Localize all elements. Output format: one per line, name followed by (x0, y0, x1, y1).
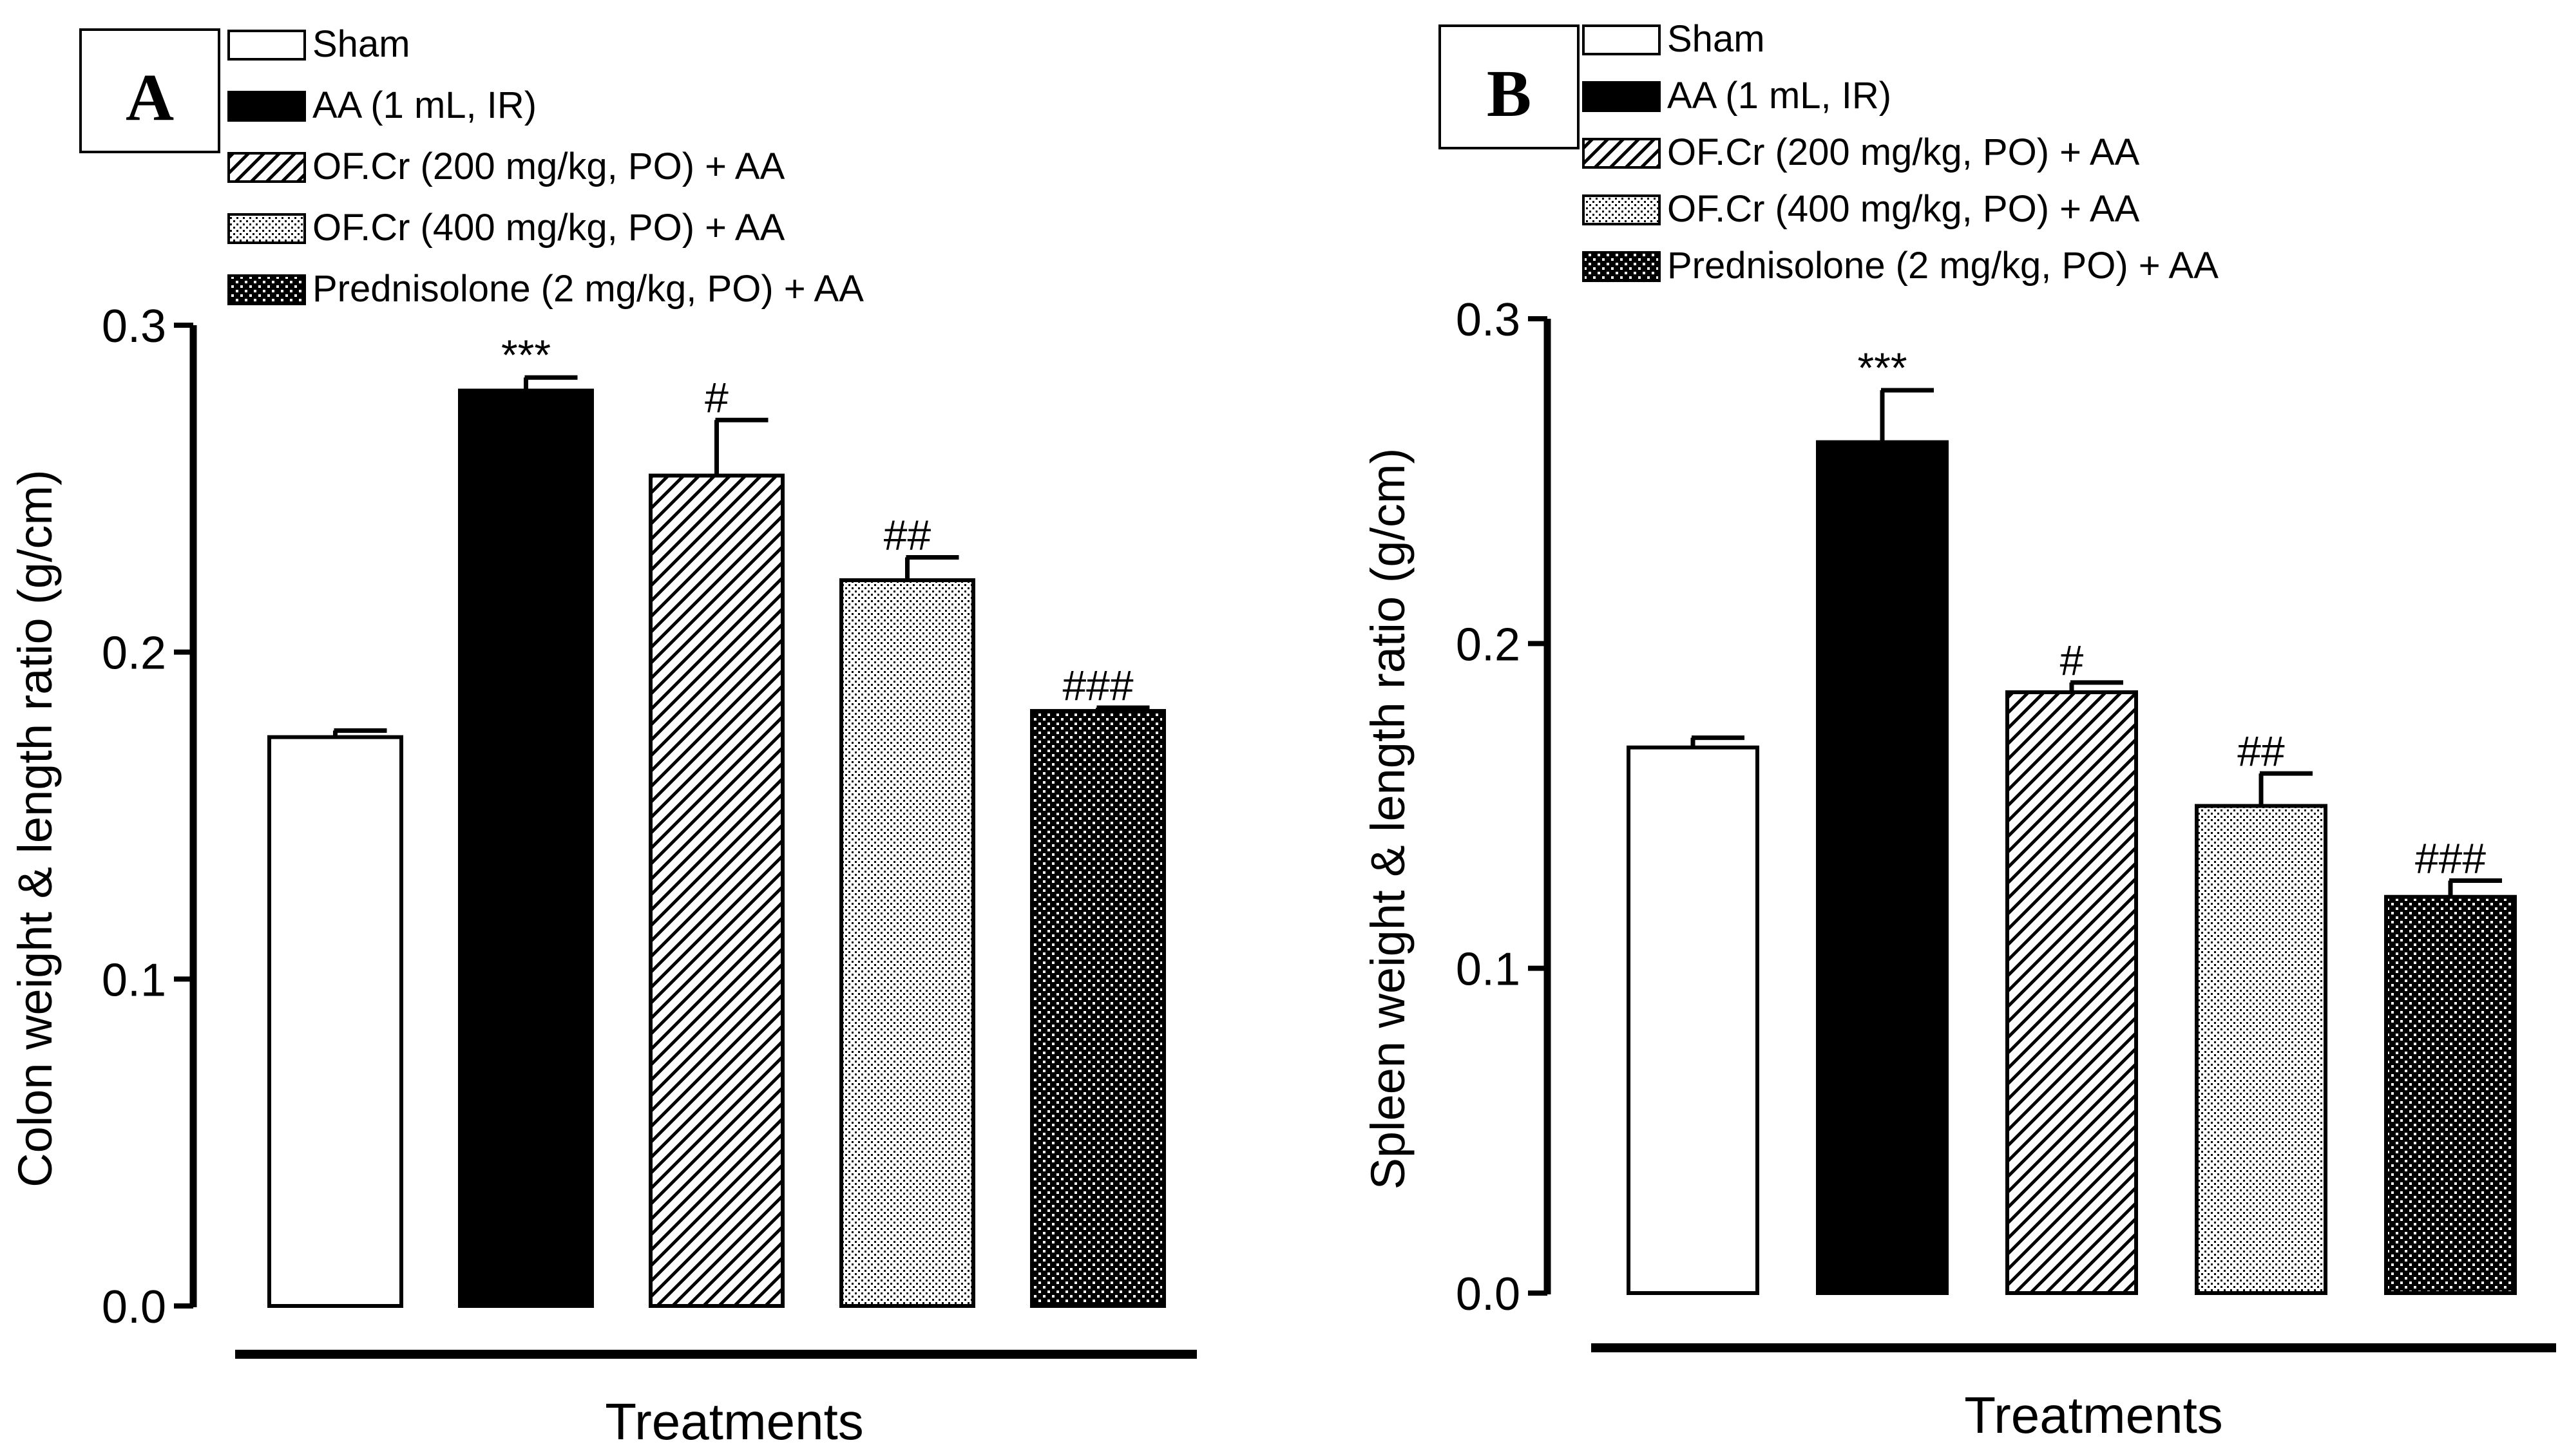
y-tick-label-2: 0.2 (1456, 619, 1520, 670)
bar-4 (2195, 804, 2327, 1295)
legend-swatch-3 (227, 152, 306, 183)
significance-label-3: # (2060, 636, 2084, 684)
y-tick-label-3: 0.3 (102, 301, 166, 352)
legend-swatch-2 (227, 91, 306, 122)
legend-label-5: Prednisolone (2 mg/kg, PO) + AA (312, 268, 864, 310)
bar-4 (839, 578, 975, 1308)
bar-1 (1627, 745, 1759, 1295)
legend-label-1: Sham (1667, 18, 1765, 60)
legend-label-5: Prednisolone (2 mg/kg, PO) + AA (1667, 245, 2219, 287)
chart-panel-a: A Sham AA (1 mL, IR) OF.Cr (200 mg/kg, PO) … (8, 23, 1197, 1450)
legend-swatch-4 (227, 213, 306, 244)
panel-label: A (126, 61, 174, 135)
panel-label-box (79, 28, 220, 153)
bar-2 (1816, 440, 1949, 1296)
legend-label-4: OF.Cr (400 mg/kg, PO) + AA (1667, 188, 2140, 230)
y-tick-label-1: 0.1 (102, 954, 166, 1006)
y-tick-label-0: 0.0 (1456, 1269, 1520, 1320)
legend-label-2: AA (1 mL, IR) (312, 84, 537, 126)
y-axis-label: Colon weight & length ratio (g/cm) (8, 469, 62, 1187)
significance-label-2: *** (1857, 344, 1907, 392)
y-tick-label-1: 0.1 (1456, 944, 1520, 996)
panel-label: B (1487, 57, 1531, 131)
y-tick-label-3: 0.3 (1456, 294, 1520, 346)
significance-label-3: # (705, 373, 729, 421)
bar-1 (267, 735, 403, 1309)
bar-3 (2005, 690, 2138, 1295)
legend-label-2: AA (1 mL, IR) (1667, 75, 1891, 117)
x-axis-label: Treatments (605, 1393, 864, 1450)
significance-label-5: ### (2415, 834, 2486, 882)
significance-label-2: *** (501, 331, 551, 379)
x-axis-label: Treatments (1964, 1386, 2223, 1444)
bar-3 (649, 473, 785, 1309)
panel-label-box (1438, 24, 1580, 149)
y-tick-label-2: 0.2 (102, 628, 166, 679)
y-axis-label: Spleen weight & length ratio (g/cm) (1361, 448, 1415, 1190)
legend-swatch-3 (1582, 138, 1661, 169)
legend-label-1: Sham (312, 23, 410, 65)
bar-5 (2384, 894, 2517, 1296)
legend-label-3: OF.Cr (200 mg/kg, PO) + AA (1667, 131, 2140, 173)
legend-label-4: OF.Cr (400 mg/kg, PO) + AA (312, 207, 785, 249)
legend-label-3: OF.Cr (200 mg/kg, PO) + AA (312, 146, 785, 187)
significance-label-4: ## (884, 511, 931, 558)
y-tick-label-0: 0.0 (102, 1281, 166, 1333)
chart-panel-b: B Sham AA (1 mL, IR) OF.Cr (200 mg/kg, PO) … (1361, 18, 2556, 1444)
legend-swatch-1 (1582, 24, 1661, 55)
significance-label-4: ## (2237, 727, 2285, 775)
legend-swatch-5 (1582, 251, 1661, 282)
bar-5 (1030, 709, 1166, 1308)
legend-swatch-4 (1582, 194, 1661, 225)
legend-swatch-5 (227, 274, 306, 305)
legend-swatch-2 (1582, 81, 1661, 112)
bar-2 (458, 388, 594, 1308)
legend-swatch-1 (227, 30, 306, 61)
significance-label-5: ### (1062, 661, 1133, 709)
